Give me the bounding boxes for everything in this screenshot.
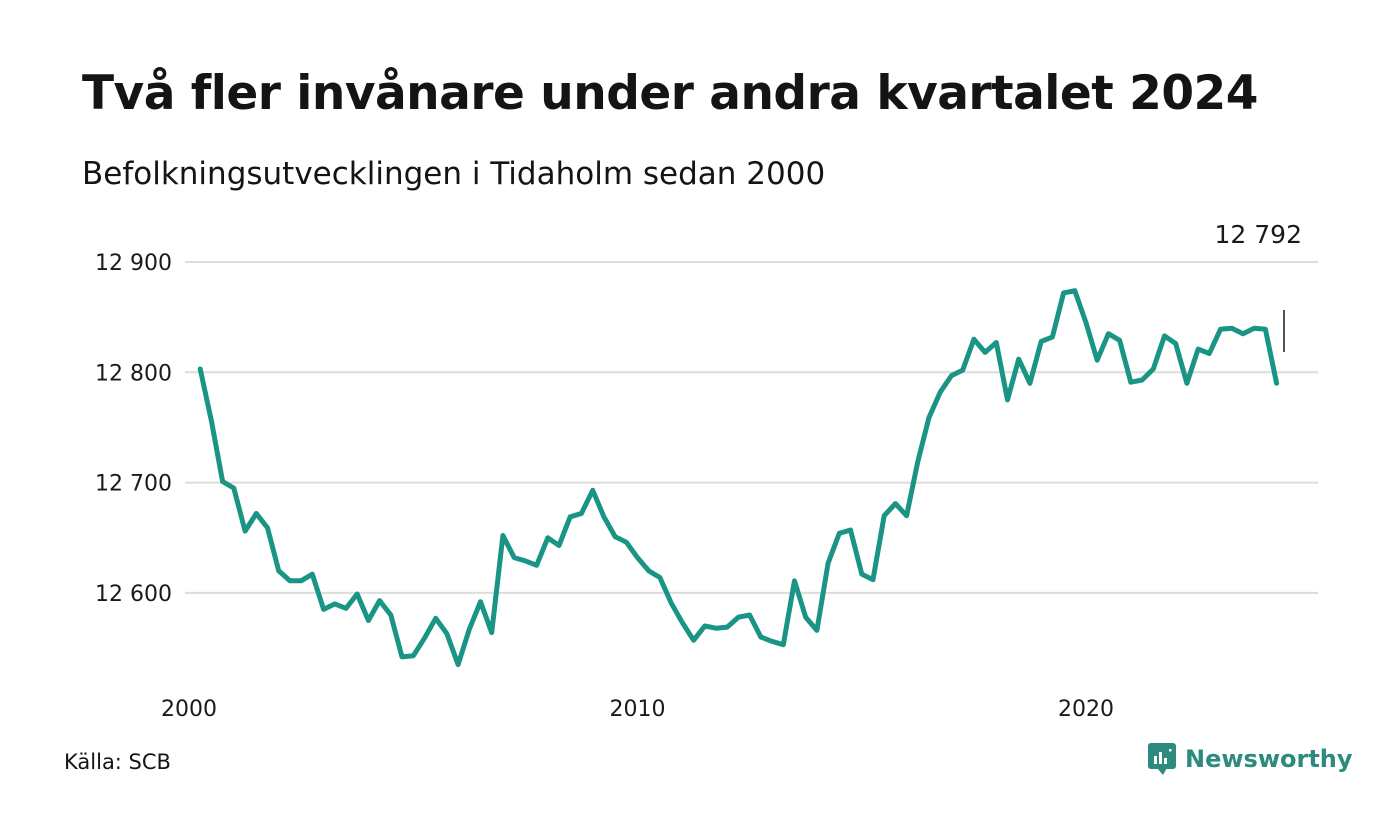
chart-subtitle: Befolkningsutvecklingen i Tidaholm sedan… bbox=[82, 156, 826, 192]
y-tick-label: 12 900 bbox=[95, 251, 172, 276]
source-note: Källa: SCB bbox=[64, 750, 171, 774]
x-tick-label: 2020 bbox=[1058, 697, 1114, 722]
y-tick-label: 12 700 bbox=[95, 472, 172, 497]
brand-logo: Newsworthy bbox=[1147, 742, 1353, 776]
newsworthy-logo-icon bbox=[1148, 743, 1176, 775]
y-tick-label: 12 800 bbox=[95, 361, 172, 386]
gridlines bbox=[185, 261, 1318, 594]
series-layer bbox=[197, 288, 1280, 668]
x-axis-labels: 2000 2010 2020 bbox=[161, 697, 1114, 722]
chart-title: Två fler invånare under andra kvartalet … bbox=[82, 66, 1258, 121]
y-axis-labels: 12 900 12 800 12 700 12 600 bbox=[95, 251, 172, 607]
end-value-label: 12 792 bbox=[1215, 220, 1302, 249]
y-tick-label: 12 600 bbox=[95, 582, 172, 607]
series-line bbox=[197, 288, 1280, 668]
annotation-layer: 12 792 bbox=[1215, 220, 1302, 352]
x-tick-label: 2010 bbox=[610, 697, 666, 722]
line-chart: 12 900 12 800 12 700 12 600 2000 2010 2020 12… bbox=[95, 220, 1318, 722]
x-tick-label: 2000 bbox=[161, 697, 217, 722]
brand-name: Newsworthy bbox=[1185, 745, 1353, 773]
